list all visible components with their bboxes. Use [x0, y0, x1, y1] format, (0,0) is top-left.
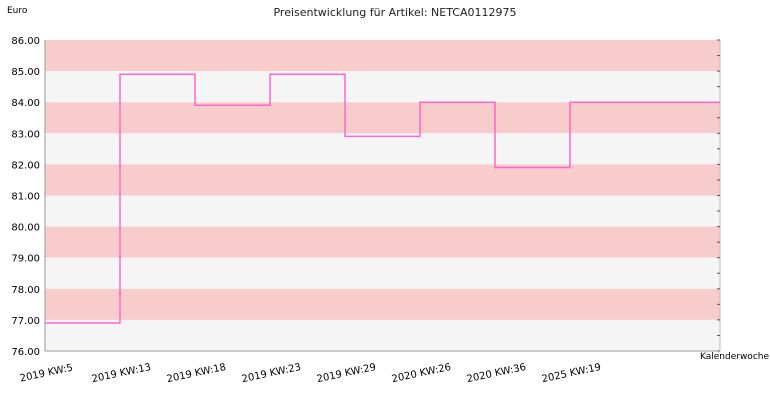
y-tick-label: 76.00 — [11, 347, 40, 358]
y-tick-label: 85.00 — [11, 67, 40, 78]
x-tick-label: 2019 KW:29 — [316, 362, 377, 385]
x-axis-label: Kalenderwoche — [700, 352, 769, 362]
background-band — [45, 133, 720, 165]
background-band — [45, 164, 720, 196]
background-band — [45, 319, 720, 351]
x-tick-label: 2019 KW:13 — [91, 362, 152, 385]
background-band — [45, 226, 720, 258]
y-tick-label: 86.00 — [11, 36, 40, 47]
y-tick-label: 81.00 — [11, 192, 40, 203]
x-tick-label: 2019 KW:5 — [19, 363, 74, 385]
y-tick-label: 82.00 — [11, 160, 40, 171]
background-band — [45, 288, 720, 320]
y-tick-label: 83.00 — [11, 129, 40, 140]
background-band — [45, 195, 720, 227]
price-step-line — [45, 73, 720, 324]
y-tick-labels: 76.00 77.00 78.00 79.00 80.00 81.00 82.00 83.00… — [11, 36, 40, 358]
background-band — [45, 257, 720, 289]
background-band — [45, 102, 720, 134]
y-axis-label: Euro — [7, 6, 28, 16]
x-tick-label: 2025 KW:19 — [541, 362, 602, 385]
background-band — [45, 40, 720, 72]
series-layer — [45, 73, 720, 324]
y-tick-label: 77.00 — [11, 316, 40, 327]
y-tick-label: 80.00 — [11, 223, 40, 234]
x-tick-label: 2020 KW:36 — [466, 362, 527, 385]
chart-title: Preisentwicklung für Artikel: NETCA01129… — [273, 6, 516, 19]
y-tick-label: 79.00 — [11, 254, 40, 265]
x-tick-label: 2019 KW:23 — [241, 362, 302, 385]
x-tick-label: 2020 KW:26 — [391, 362, 452, 385]
right-axis-ticks — [717, 39, 720, 352]
x-tick-labels: 2019 KW:5 2019 KW:13 2019 KW:18 2019 KW:23 2… — [19, 362, 602, 385]
x-tick-label: 2019 KW:18 — [166, 362, 227, 385]
y-tick-label: 84.00 — [11, 98, 40, 109]
background-band — [45, 71, 720, 103]
background-bands — [45, 40, 720, 351]
y-tick-label: 78.00 — [11, 285, 40, 296]
